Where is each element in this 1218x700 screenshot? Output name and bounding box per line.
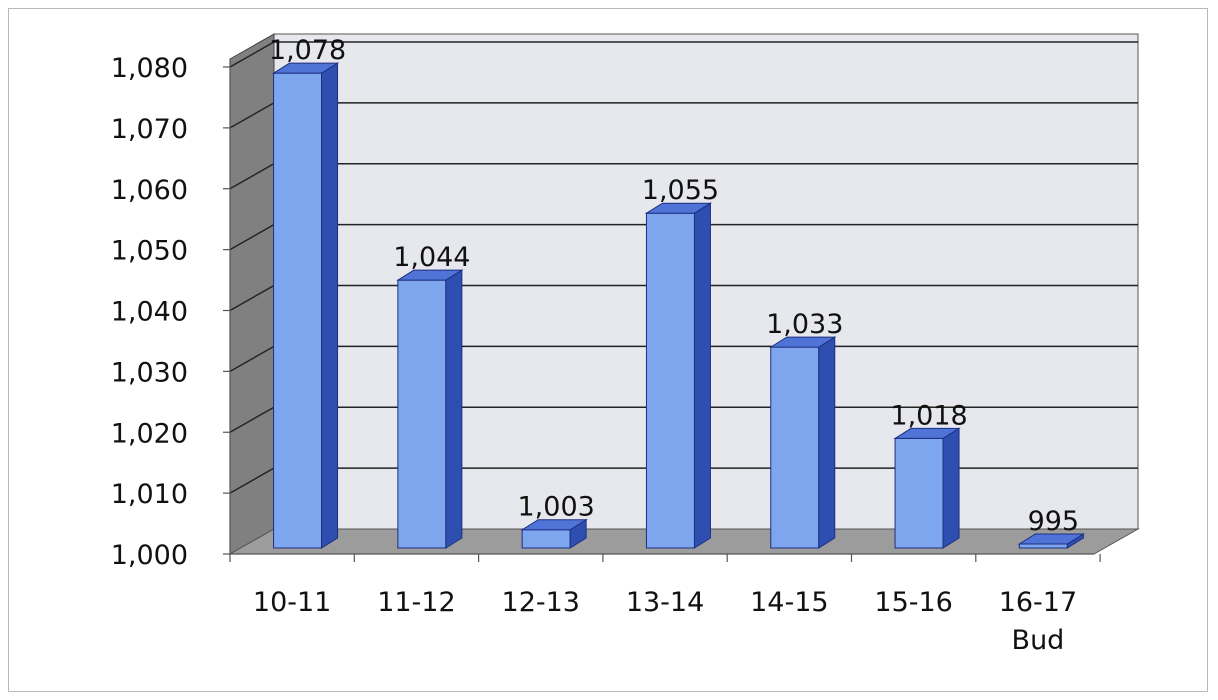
data-label: 1,078 bbox=[269, 35, 346, 66]
bar bbox=[520, 518, 588, 549]
bar bbox=[644, 202, 713, 549]
x-tick-label: Bud bbox=[1012, 625, 1065, 656]
bar-front bbox=[273, 72, 323, 549]
bar-top bbox=[396, 269, 464, 281]
y-tick-label: 1,040 bbox=[111, 297, 188, 328]
y-tick-label: 1,050 bbox=[111, 236, 188, 267]
bar-top bbox=[644, 202, 713, 214]
gridline bbox=[229, 41, 1138, 68]
bar-front bbox=[397, 279, 447, 549]
x-tick-label: 10-11 bbox=[253, 587, 331, 618]
y-tick-label: 1,030 bbox=[111, 357, 188, 388]
bar-front bbox=[645, 212, 695, 549]
y-tick-label: 1,080 bbox=[111, 53, 188, 84]
bar bbox=[1017, 533, 1086, 549]
data-label: 1,018 bbox=[890, 400, 967, 431]
data-label: 995 bbox=[1028, 506, 1080, 537]
y-axis-tick-labels: 1,000 1,010 1,020 1,030 1,040 1,050 1,060 1,070… bbox=[111, 53, 188, 571]
y-tick-label: 1,020 bbox=[111, 418, 188, 449]
y-tick-label: 1,000 bbox=[111, 540, 188, 571]
data-label: 1,003 bbox=[518, 492, 595, 523]
bar bbox=[769, 336, 837, 549]
axes bbox=[223, 59, 1101, 562]
bars bbox=[271, 62, 1086, 549]
bar bbox=[271, 62, 340, 549]
bar-front bbox=[894, 437, 944, 549]
y-tick-label: 1,070 bbox=[111, 114, 188, 145]
bar-top bbox=[893, 427, 961, 439]
x-tick-label: 14-15 bbox=[750, 587, 828, 618]
bar-front bbox=[1018, 543, 1068, 549]
bar-side bbox=[818, 336, 836, 549]
y-tick-label: 1,060 bbox=[111, 175, 188, 206]
bar bbox=[893, 427, 961, 549]
bar-side bbox=[321, 62, 339, 549]
data-label: 1,055 bbox=[642, 175, 719, 206]
bar-front bbox=[521, 529, 571, 549]
x-axis-tick-labels: 10-11 11-12 12-13 13-14 14-15 15-16 16-17 Bud bbox=[253, 587, 1077, 656]
bar-top bbox=[769, 336, 837, 348]
x-tick-label: 13-14 bbox=[626, 587, 704, 618]
side-wall bbox=[229, 33, 275, 555]
bar-side bbox=[942, 427, 960, 549]
x-tick-label: 16-17 bbox=[999, 587, 1077, 618]
x-tick-label: 12-13 bbox=[502, 587, 580, 618]
bar-top bbox=[1017, 533, 1086, 545]
y-tick-label: 1,010 bbox=[111, 479, 188, 510]
data-label: 1,033 bbox=[766, 309, 843, 340]
bar-top bbox=[520, 519, 588, 531]
x-tick-label: 11-12 bbox=[377, 587, 455, 618]
bar-front bbox=[770, 346, 820, 549]
x-tick-label: 15-16 bbox=[874, 587, 952, 618]
bar bbox=[396, 269, 464, 549]
data-labels: 1,078 1,044 1,003 1,055 1,033 1,018 995 bbox=[269, 35, 1079, 537]
bar-side bbox=[445, 269, 463, 549]
data-label: 1,044 bbox=[393, 242, 470, 273]
bar-side bbox=[693, 202, 711, 549]
bar-top bbox=[271, 62, 340, 74]
